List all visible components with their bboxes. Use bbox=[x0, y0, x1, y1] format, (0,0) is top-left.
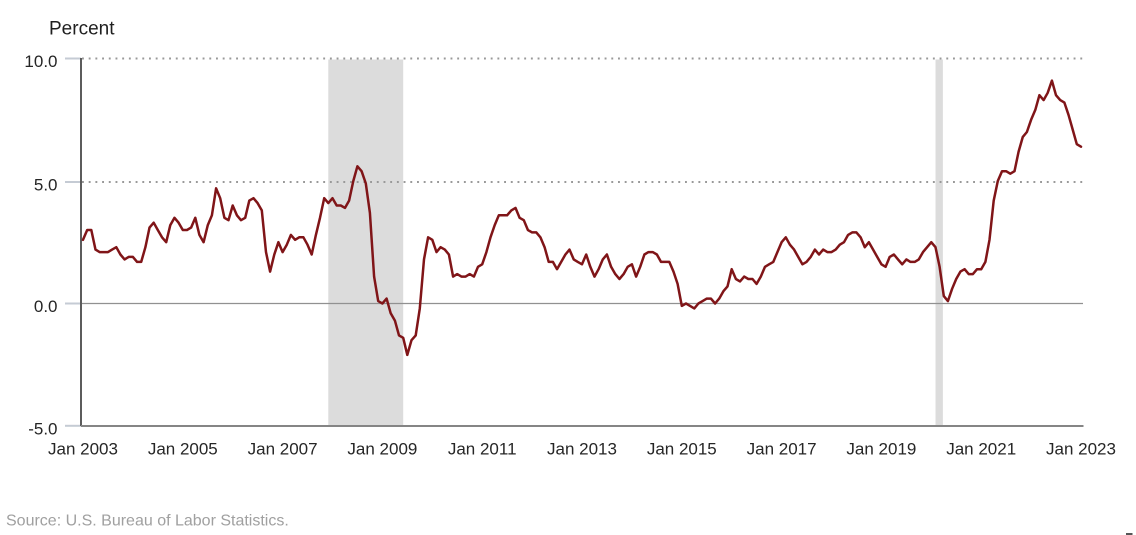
svg-text:Source: U.S. Bureau of Labor S: Source: U.S. Bureau of Labor Statistics. bbox=[6, 513, 289, 530]
svg-text:0.0: 0.0 bbox=[34, 297, 58, 316]
svg-text:Jan 2013: Jan 2013 bbox=[547, 440, 617, 459]
svg-text:5.0: 5.0 bbox=[34, 176, 58, 195]
svg-text:Percent: Percent bbox=[49, 19, 115, 40]
svg-text:Jan 2015: Jan 2015 bbox=[647, 440, 717, 459]
svg-text:Jan 2005: Jan 2005 bbox=[148, 440, 218, 459]
svg-text:Jan 2023: Jan 2023 bbox=[1046, 440, 1116, 459]
svg-text:Jan 2009: Jan 2009 bbox=[347, 440, 417, 459]
svg-text:Jan 2011: Jan 2011 bbox=[448, 440, 517, 459]
svg-text:Jan 2017: Jan 2017 bbox=[747, 440, 817, 459]
svg-text:10.0: 10.0 bbox=[24, 52, 57, 71]
svg-text:-5.0: -5.0 bbox=[28, 420, 57, 439]
svg-text:Jan 2007: Jan 2007 bbox=[248, 440, 318, 459]
svg-text:Jan 2003: Jan 2003 bbox=[48, 440, 118, 459]
svg-text:Jan 2019: Jan 2019 bbox=[846, 440, 916, 459]
svg-text:Jan 2021: Jan 2021 bbox=[946, 440, 1016, 459]
